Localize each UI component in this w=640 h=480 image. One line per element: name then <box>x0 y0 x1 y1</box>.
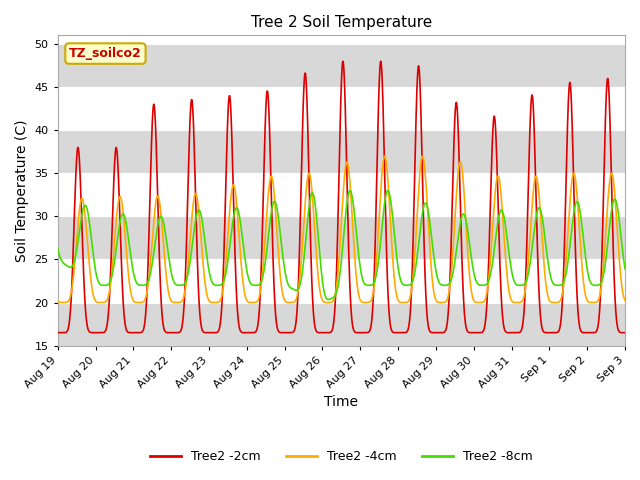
Tree2 -4cm <box>135 300 143 305</box>
Legend: Tree2 -2cm, Tree2 -4cm, Tree2 -8cm: Tree2 -2cm, Tree2 -4cm, Tree2 -8cm <box>145 445 538 468</box>
Tree2 -8cm <box>324 297 332 302</box>
Tree2 -2cm <box>271 310 279 315</box>
Tree2 -8cm <box>296 282 303 288</box>
Tree2 -2cm <box>55 330 63 336</box>
Y-axis label: Soil Temperature (C): Soil Temperature (C) <box>15 119 29 262</box>
Tree2 -4cm <box>152 197 160 203</box>
Tree2 -4cm <box>611 185 618 191</box>
Tree2 -2cm <box>339 58 347 64</box>
Tree2 -4cm <box>296 273 304 278</box>
X-axis label: Time: Time <box>324 395 358 409</box>
Line: Tree2 -8cm: Tree2 -8cm <box>58 191 625 300</box>
Tree2 -8cm <box>549 280 557 286</box>
Tree2 -2cm <box>152 144 160 149</box>
Tree2 -2cm <box>296 228 304 234</box>
Tree2 -8cm <box>118 211 126 217</box>
Tree2 -2cm <box>54 330 61 336</box>
Tree2 -8cm <box>384 188 392 193</box>
Tree2 -4cm <box>549 300 557 305</box>
Text: TZ_soilco2: TZ_soilco2 <box>69 47 142 60</box>
Line: Tree2 -2cm: Tree2 -2cm <box>58 61 625 333</box>
Bar <box>58 302 625 346</box>
Bar <box>58 216 625 259</box>
Tree2 -2cm <box>549 330 557 336</box>
Tree2 -2cm <box>119 288 127 294</box>
Bar <box>58 130 625 173</box>
Tree2 -4cm <box>381 153 388 159</box>
Title: Tree 2 Soil Temperature: Tree 2 Soil Temperature <box>251 15 432 30</box>
Tree2 -8cm <box>271 199 279 205</box>
Tree2 -8cm <box>152 233 160 239</box>
Tree2 -2cm <box>611 276 618 282</box>
Tree2 -4cm <box>118 203 126 209</box>
Tree2 -4cm <box>54 298 61 303</box>
Tree2 -8cm <box>611 196 618 202</box>
Tree2 -8cm <box>54 245 61 251</box>
Tree2 -8cm <box>621 266 629 272</box>
Tree2 -4cm <box>271 206 279 212</box>
Tree2 -2cm <box>621 330 629 336</box>
Bar <box>58 44 625 87</box>
Line: Tree2 -4cm: Tree2 -4cm <box>58 156 625 302</box>
Tree2 -4cm <box>621 298 629 303</box>
